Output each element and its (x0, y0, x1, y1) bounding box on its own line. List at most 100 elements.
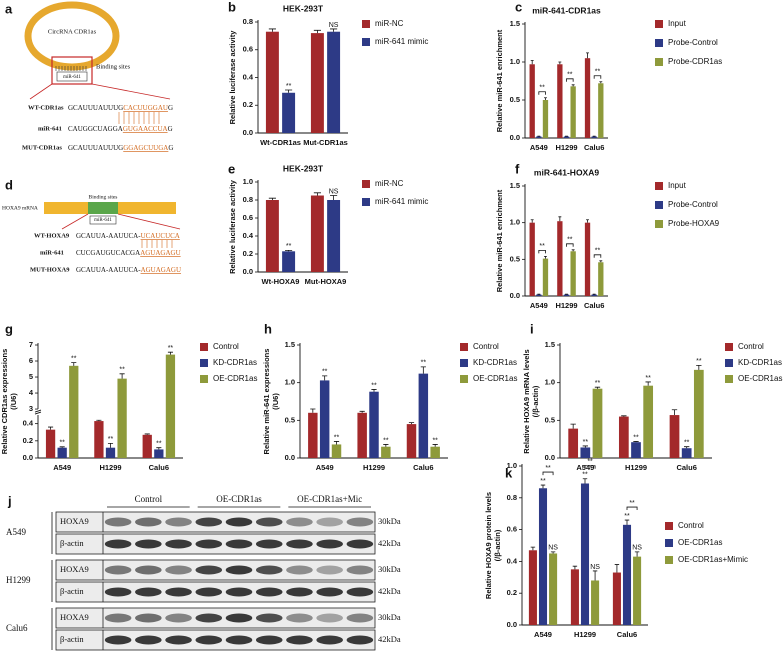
blot-band (286, 517, 313, 527)
x-tick-label: Calu6 (676, 463, 696, 472)
significance-label: ** (286, 83, 292, 90)
blot-band (104, 587, 132, 597)
error-bar (530, 546, 536, 551)
y-axis-label: Relative luciferase activity (228, 179, 237, 274)
y-tick-label: 0.0 (243, 267, 253, 276)
blot-band (346, 587, 374, 597)
bar (591, 136, 597, 138)
y-tick-label: 0.8 (243, 195, 253, 204)
row-label: miR-641 (38, 125, 62, 132)
blot-band (104, 539, 132, 549)
bar (154, 449, 164, 458)
panel-label: h (264, 321, 272, 336)
bar (591, 294, 597, 296)
bar (592, 388, 603, 458)
blot-band (255, 635, 283, 645)
error-bar (599, 81, 603, 84)
bracket (584, 465, 596, 469)
error-bar (107, 443, 114, 448)
sequence: GCAUUUAUUUGGGAGCUUGAG (68, 144, 173, 152)
error-bar (582, 445, 589, 448)
axis-break (34, 409, 42, 415)
error-bar (592, 570, 598, 581)
y-tick-label: 0.0 (285, 453, 295, 462)
bar (580, 447, 591, 458)
error-bar (634, 551, 640, 557)
bar (549, 553, 558, 625)
bar (557, 221, 563, 296)
x-tick-label: Mut-HOXA9 (305, 277, 347, 286)
legend-swatch (200, 359, 208, 367)
bar (265, 200, 279, 272)
bar (529, 64, 535, 138)
bracket (593, 75, 602, 79)
error-bar (624, 519, 630, 525)
error-bar (614, 564, 620, 573)
blot-band (195, 587, 223, 597)
chart-title: miR-641-HOXA9 (534, 167, 599, 177)
protein-label: HOXA9 (60, 612, 89, 622)
legend-swatch (460, 359, 468, 367)
legend-swatch (655, 220, 663, 228)
row-label: WT-CDR1as (28, 104, 64, 111)
error-bar (530, 60, 534, 65)
blot-band (135, 539, 162, 549)
x-tick-label: A549 (53, 463, 71, 472)
bracket (542, 471, 554, 476)
chart-title: HEK-293T (283, 3, 324, 13)
y-axis-label: Relative HOXA9 mRNA levels (522, 349, 531, 453)
legend-swatch (362, 180, 370, 188)
significance-label: ** (645, 375, 651, 382)
binding-label: Binding sites (89, 194, 118, 200)
error-bar (383, 444, 389, 447)
protein-label: β-actin (60, 586, 84, 596)
x-tick-label: H1299 (574, 630, 596, 639)
legend-label: Control (738, 342, 764, 351)
blot-band (316, 613, 343, 623)
x-tick-label: H1299 (99, 463, 121, 472)
binding-label: Binding sites (96, 63, 131, 70)
error-bar (96, 419, 102, 422)
x-tick-label: Calu6 (413, 463, 433, 472)
size-label: 30kDa (378, 516, 401, 526)
error-bar (530, 219, 534, 223)
significance-label: NS (329, 22, 339, 29)
y-tick-label: 0.0 (243, 128, 253, 137)
error-bar (571, 249, 575, 252)
blot-band (346, 565, 374, 575)
bar (669, 415, 680, 458)
significance-label: NS (548, 545, 558, 552)
bar (570, 251, 576, 296)
bar (584, 58, 591, 139)
size-label: 30kDa (378, 564, 401, 574)
legend-label: OE-CDR1as (473, 374, 517, 383)
binding-comb (55, 66, 87, 71)
bar (563, 136, 570, 138)
legend-swatch (665, 539, 673, 547)
bar (265, 31, 279, 133)
error-bar (330, 28, 338, 32)
legend-swatch (725, 359, 733, 367)
blot-band (286, 613, 313, 623)
y-tick-label: 1.0 (510, 218, 520, 227)
blot-band (135, 565, 162, 575)
bar (598, 83, 604, 138)
bar (536, 136, 542, 138)
blot-band (286, 587, 313, 597)
y-tick-label: 5 (29, 372, 33, 381)
error-bar (59, 446, 65, 448)
error-bar (119, 373, 125, 379)
blot-group-label: OE-CDR1as+Mic (297, 494, 362, 504)
panel-label: c (515, 0, 522, 14)
y-tick-label: 0.4 (507, 556, 518, 565)
row-label: MUT-CDR1as (22, 144, 62, 151)
binding-region (88, 202, 118, 214)
legend-label: OE-CDR1as (678, 538, 722, 547)
significance-label: ** (696, 358, 702, 365)
error-bar (420, 366, 426, 374)
legend-label: Control (473, 342, 499, 351)
error-bar (645, 381, 651, 386)
y-tick-label: 6 (29, 356, 33, 365)
error-bar (586, 219, 589, 223)
legend-label: Probe-Control (668, 38, 718, 47)
